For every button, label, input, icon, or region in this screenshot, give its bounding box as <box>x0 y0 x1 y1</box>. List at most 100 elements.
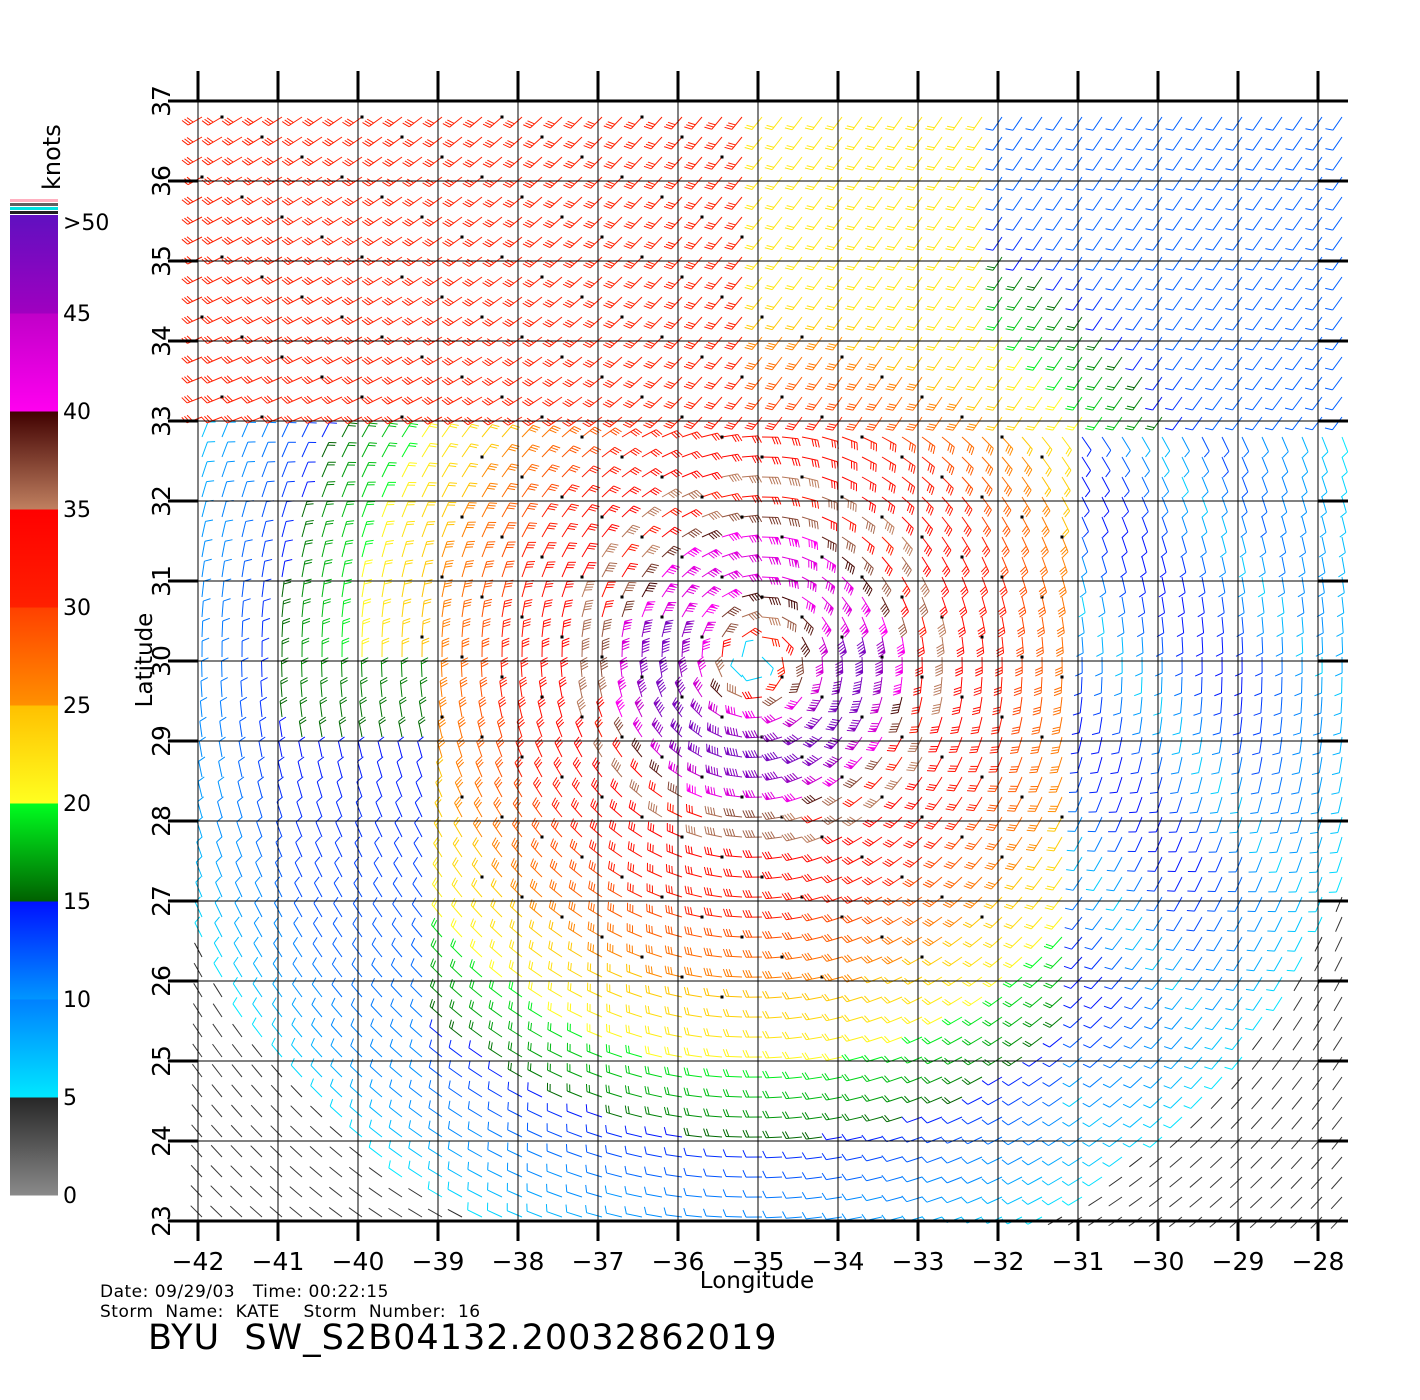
wind-barb <box>1209 837 1222 852</box>
wind-barb <box>931 697 942 714</box>
wind-barb <box>849 697 862 713</box>
wind-barb <box>270 1186 282 1197</box>
wind-barb <box>986 197 1002 210</box>
wind-barb <box>945 217 962 230</box>
wind-barb <box>490 939 502 957</box>
wind-barb <box>646 965 662 977</box>
wind-barb <box>1207 897 1222 911</box>
wind-barb <box>1233 717 1242 735</box>
wind-barb <box>1046 157 1062 170</box>
wind-barb <box>802 1112 822 1119</box>
wind-barb <box>453 858 462 877</box>
wind-barb <box>456 757 464 777</box>
wind-barb <box>282 217 302 225</box>
wind-barb <box>382 217 402 226</box>
wind-barb <box>886 757 902 770</box>
wind-barb <box>242 461 255 477</box>
wind-barb <box>582 505 599 517</box>
wind-barb <box>362 217 382 226</box>
wind-barb <box>623 377 642 388</box>
wind-barb <box>475 777 482 797</box>
wind-barb <box>242 501 254 517</box>
wind-barb <box>745 297 762 310</box>
wind-barb <box>723 1169 742 1177</box>
wind-barb <box>1127 877 1142 891</box>
wind-barb <box>902 1057 922 1063</box>
wind-barb <box>1211 777 1222 794</box>
wind-barb <box>422 443 438 457</box>
wind-barb <box>1140 557 1146 577</box>
wind-barb <box>1104 997 1122 1009</box>
wind-barb <box>785 377 802 390</box>
wind-barb <box>704 357 722 369</box>
wind-barb <box>1342 437 1348 457</box>
wind-barb <box>362 423 377 437</box>
wind-barb <box>254 917 262 937</box>
wind-barb <box>628 841 642 857</box>
wind-barb <box>370 1039 382 1057</box>
wind-barb <box>982 457 993 476</box>
wind-barb <box>742 456 761 463</box>
wind-barb <box>782 853 802 860</box>
wind-barb <box>762 931 782 938</box>
wind-barb <box>1026 237 1042 250</box>
wind-barb <box>1146 197 1162 210</box>
lon-tick-label: −38 <box>492 1247 545 1276</box>
wind-barb <box>1265 177 1282 190</box>
wind-barb <box>801 616 814 636</box>
wind-barb <box>1329 877 1342 892</box>
wind-barb <box>482 464 498 477</box>
wind-barb <box>1123 1097 1142 1108</box>
wind-barb <box>293 978 302 997</box>
wind-barb <box>1086 297 1102 310</box>
wind-barb <box>624 256 644 269</box>
wind-barb <box>865 237 882 250</box>
wind-barb <box>1145 397 1162 410</box>
wind-barb <box>995 657 1002 676</box>
wind-barb <box>592 758 602 777</box>
wind-barb <box>1331 797 1342 814</box>
wind-barb <box>199 737 205 757</box>
wind-barb <box>561 619 572 639</box>
wind-barb <box>1262 477 1268 497</box>
wind-barb <box>785 297 802 310</box>
wind-barb <box>1043 1017 1062 1027</box>
wind-barb <box>1185 237 1202 250</box>
wind-barb <box>211 1125 222 1137</box>
wind-barb <box>702 586 721 597</box>
wind-barb <box>743 750 762 757</box>
wind-barb <box>1185 277 1202 290</box>
wind-barb <box>362 377 382 384</box>
wind-barb <box>1043 997 1062 1008</box>
wind-barb <box>725 197 742 209</box>
wind-barb <box>1181 537 1187 557</box>
wind-barb <box>1265 297 1282 310</box>
wind-barb <box>1185 417 1202 430</box>
wind-barb <box>282 336 302 344</box>
wind-barb <box>1062 1137 1082 1146</box>
wind-barb <box>402 397 422 404</box>
wind-barb <box>1225 177 1242 190</box>
wind-barb <box>552 798 562 817</box>
wind-barb <box>906 357 922 370</box>
wind-barb <box>944 836 963 850</box>
wind-barb <box>1292 1097 1302 1109</box>
wind-barb <box>472 878 482 897</box>
wind-barb <box>688 762 704 778</box>
wind-barb <box>922 1197 942 1203</box>
wind-barb <box>1160 557 1166 577</box>
wind-barb <box>233 977 242 997</box>
wind-barb <box>262 317 282 325</box>
wind-barb <box>527 1204 542 1217</box>
wind-barb <box>684 356 703 369</box>
wind-barb <box>704 968 722 977</box>
wind-barb <box>942 1137 962 1143</box>
wind-barb <box>1240 537 1246 557</box>
wind-barb <box>1065 357 1082 370</box>
wind-barb <box>1190 797 1202 813</box>
wind-barb <box>312 1018 322 1037</box>
wind-barb <box>403 157 422 167</box>
wind-barb <box>312 998 322 1017</box>
wind-barb <box>240 717 246 737</box>
wind-barb <box>1063 1057 1082 1067</box>
